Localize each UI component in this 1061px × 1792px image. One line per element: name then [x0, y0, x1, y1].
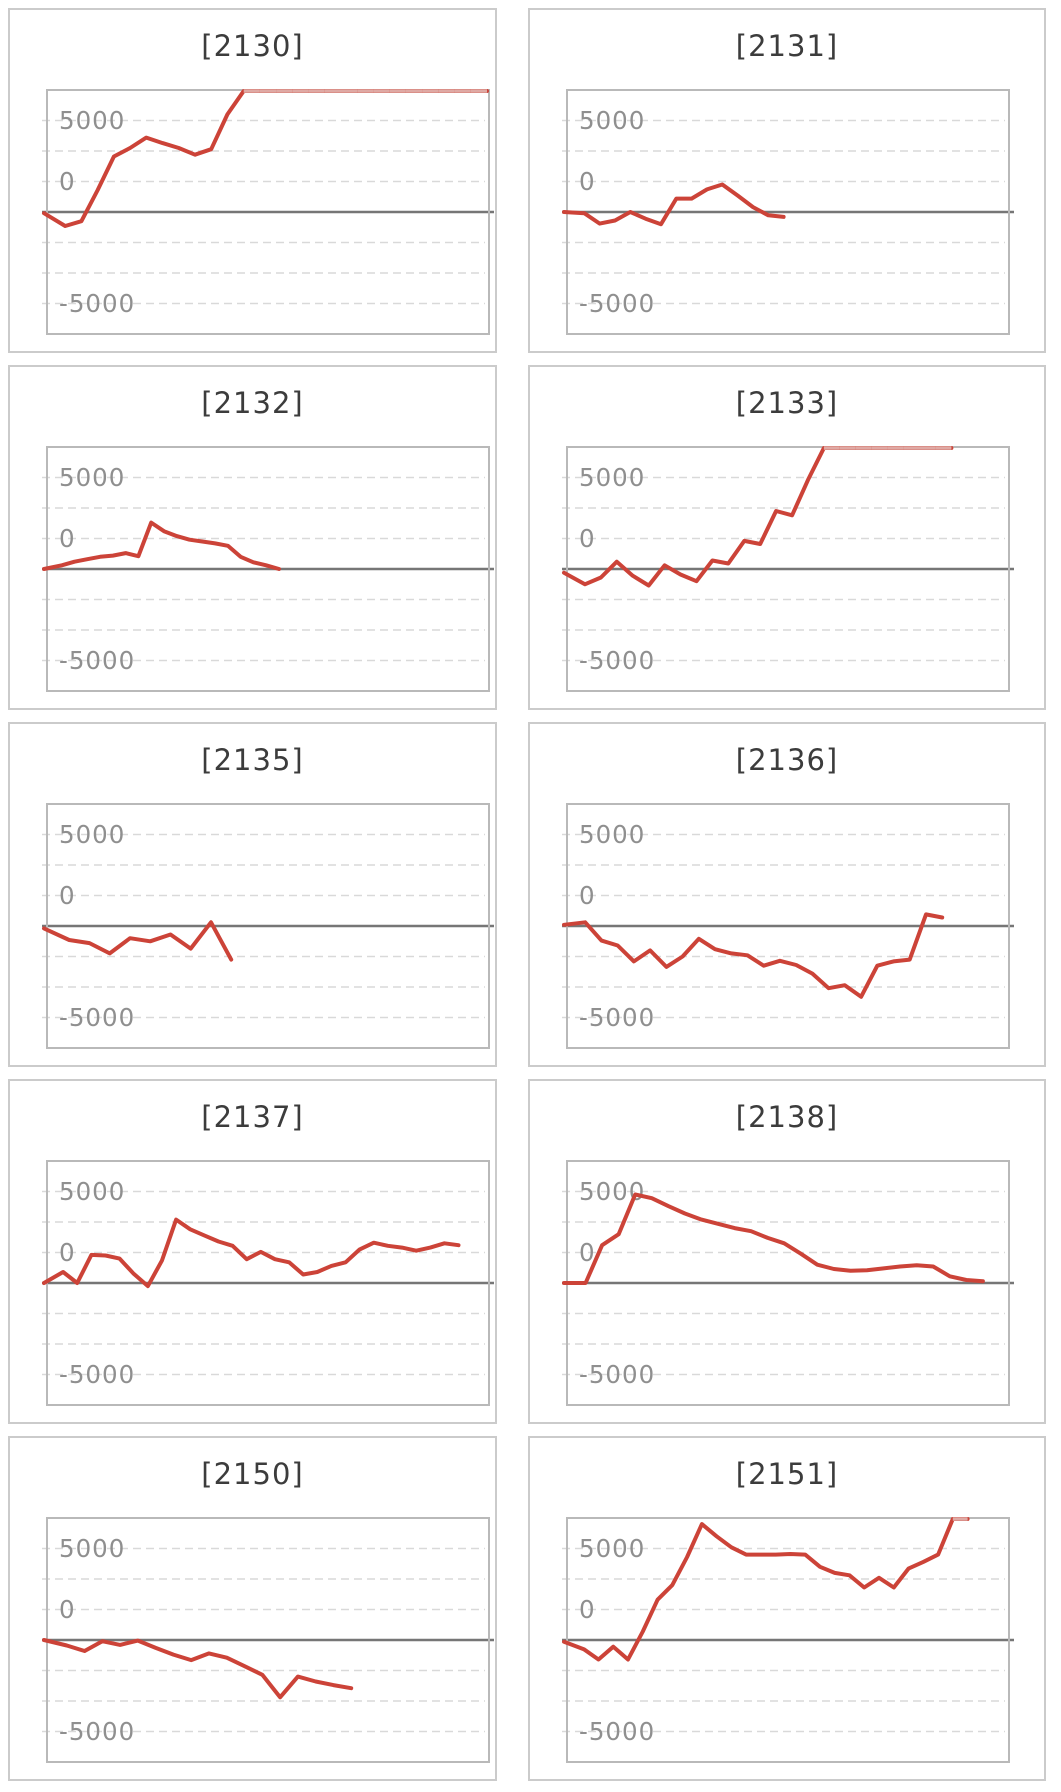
slump-graph: 5000 0 -5000 — [42, 446, 494, 692]
machine-card-2131[interactable]: [2131] 5000 0 -5000 — [528, 8, 1046, 353]
slump-line — [562, 1192, 985, 1285]
y-tick-5000: 5000 — [59, 463, 125, 492]
y-tick-5000: 5000 — [579, 820, 645, 849]
y-tick-5000: 5000 — [579, 1534, 645, 1563]
slump-line — [562, 912, 945, 999]
y-tick-5000: 5000 — [579, 106, 645, 135]
plot-border — [46, 803, 490, 1049]
gridlines — [42, 476, 485, 662]
gridlines — [562, 833, 1005, 1019]
y-tick-0: 0 — [579, 167, 596, 196]
slump-line — [42, 520, 281, 571]
machine-card-2136[interactable]: [2136] 5000 0 -5000 — [528, 722, 1046, 1067]
machine-card-2132[interactable]: [2132] 5000 0 -5000 — [8, 365, 497, 710]
y-tick-minus-5000: -5000 — [59, 646, 135, 675]
slump-graph: 5000 0 -5000 — [562, 1160, 1014, 1406]
slump-graph: 5000 0 -5000 — [42, 89, 494, 335]
y-tick-0: 0 — [579, 1595, 596, 1624]
machine-number-title: [2131] — [735, 29, 839, 63]
y-tick-minus-5000: -5000 — [579, 289, 655, 318]
y-tick-minus-5000: -5000 — [579, 1003, 655, 1032]
y-tick-0: 0 — [59, 1238, 76, 1267]
y-tick-5000: 5000 — [59, 1177, 125, 1206]
y-tick-5000: 5000 — [579, 1177, 645, 1206]
machine-number-title: [2151] — [735, 1457, 839, 1491]
y-tick-minus-5000: -5000 — [59, 1003, 135, 1032]
plot-border — [566, 1517, 1010, 1763]
y-tick-0: 0 — [59, 881, 76, 910]
machine-card-2133[interactable]: [2133] 5000 0 -5000 — [528, 365, 1046, 710]
y-tick-0: 0 — [59, 167, 76, 196]
slump-graph: 5000 0 -5000 — [562, 803, 1014, 1049]
machine-card-2137[interactable]: [2137] 5000 0 -5000 — [8, 1079, 497, 1424]
slump-graph: 5000 0 -5000 — [42, 1160, 494, 1406]
slump-line — [42, 920, 234, 962]
machine-card-2150[interactable]: [2150] 5000 0 -5000 — [8, 1436, 497, 1781]
plot-border — [566, 446, 1010, 692]
y-tick-5000: 5000 — [59, 106, 125, 135]
slump-graph: 5000 0 -5000 — [562, 446, 1014, 692]
slump-line — [562, 182, 786, 227]
machine-number-title: [2133] — [735, 386, 839, 420]
y-tick-minus-5000: -5000 — [579, 1360, 655, 1389]
y-tick-minus-5000: -5000 — [59, 289, 135, 318]
gridlines — [42, 833, 485, 1019]
y-tick-5000: 5000 — [579, 463, 645, 492]
y-tick-minus-5000: -5000 — [59, 1360, 135, 1389]
y-tick-minus-5000: -5000 — [59, 1717, 135, 1746]
y-tick-5000: 5000 — [59, 820, 125, 849]
slump-line — [42, 1638, 354, 1700]
slump-graph: 5000 0 -5000 — [562, 1517, 1014, 1763]
gridlines — [562, 476, 1005, 662]
y-tick-0: 0 — [579, 524, 596, 553]
machine-number-title: [2136] — [735, 743, 839, 777]
machine-number-title: [2135] — [201, 743, 304, 777]
y-tick-minus-5000: -5000 — [579, 1717, 655, 1746]
slump-line — [562, 1517, 970, 1662]
y-tick-0: 0 — [579, 1238, 596, 1267]
gridlines — [42, 119, 485, 305]
slump-graph: 5000 0 -5000 — [42, 803, 494, 1049]
machine-number-title: [2137] — [201, 1100, 304, 1134]
machine-card-2130[interactable]: [2130] 5000 0 -5000 — [8, 8, 497, 353]
machine-number-title: [2138] — [735, 1100, 839, 1134]
machine-card-2135[interactable]: [2135] 5000 0 -5000 — [8, 722, 497, 1067]
machine-card-2151[interactable]: [2151] 5000 0 -5000 — [528, 1436, 1046, 1781]
machine-number-title: [2132] — [201, 386, 304, 420]
y-tick-0: 0 — [59, 524, 76, 553]
gridlines — [42, 1547, 485, 1733]
machine-number-title: [2150] — [201, 1457, 304, 1491]
y-tick-5000: 5000 — [59, 1534, 125, 1563]
gridlines — [562, 1547, 1005, 1733]
y-tick-0: 0 — [579, 881, 596, 910]
machine-card-2138[interactable]: [2138] 5000 0 -5000 — [528, 1079, 1046, 1424]
y-tick-0: 0 — [59, 1595, 76, 1624]
slump-graph: 5000 0 -5000 — [42, 1517, 494, 1763]
y-tick-minus-5000: -5000 — [579, 646, 655, 675]
slump-graph: 5000 0 -5000 — [562, 89, 1014, 335]
gridlines — [562, 119, 1005, 305]
slump-line — [42, 1217, 461, 1289]
gridlines — [562, 1190, 1005, 1376]
machine-number-title: [2130] — [201, 29, 304, 63]
